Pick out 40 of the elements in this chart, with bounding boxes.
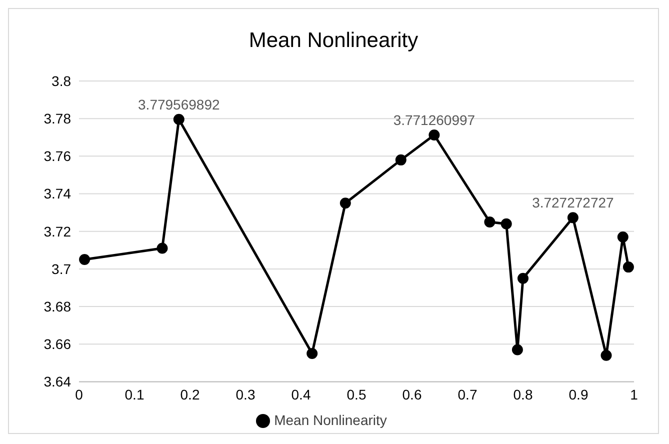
y-tick-label: 3.66	[44, 336, 72, 352]
x-tick-label: 0.2	[180, 386, 200, 403]
y-tick-label: 3.76	[44, 148, 72, 164]
point	[156, 242, 168, 254]
y-tick-label: 3.78	[44, 110, 72, 127]
x-tick-label: 0.8	[513, 386, 533, 403]
point	[340, 198, 351, 209]
point	[617, 231, 628, 242]
data-label: 3.727272727	[532, 194, 614, 211]
point	[622, 262, 634, 273]
data-label: 3.779569892	[138, 96, 220, 112]
chart-title: Mean Nonlinearity	[248, 28, 420, 54]
x-tick-label: 0.9	[568, 386, 588, 403]
data-label: 3.771260997	[393, 112, 476, 128]
x-tick-label: 0.5	[346, 386, 366, 403]
point	[600, 350, 612, 361]
y-tick-label: 3.7	[52, 260, 72, 277]
x-tick-label: 0.7	[458, 386, 478, 403]
x-tick-label: 0.6	[402, 386, 422, 403]
x-tick-label: 1	[630, 386, 638, 403]
y-tick-label: 3.68	[44, 298, 72, 314]
y-tick-label: 3.8	[52, 72, 72, 89]
legend-label: Mean Nonlinearity	[274, 412, 387, 428]
x-tick-label: 0	[75, 386, 84, 403]
x-tick-label: 0.1	[124, 386, 144, 403]
point	[484, 216, 496, 228]
point	[395, 154, 406, 166]
x-tick-label: 0.3	[236, 386, 256, 403]
point	[512, 344, 523, 356]
point	[306, 348, 318, 360]
point	[518, 272, 528, 284]
y-tick-label: 3.64	[44, 374, 72, 390]
point	[79, 254, 90, 266]
point	[567, 212, 578, 224]
y-tick-label: 3.74	[44, 186, 72, 202]
point	[173, 114, 184, 125]
point	[428, 130, 440, 141]
y-tick-label: 3.72	[44, 223, 72, 240]
point	[500, 218, 512, 230]
x-tick-label: 0.4	[291, 386, 311, 403]
